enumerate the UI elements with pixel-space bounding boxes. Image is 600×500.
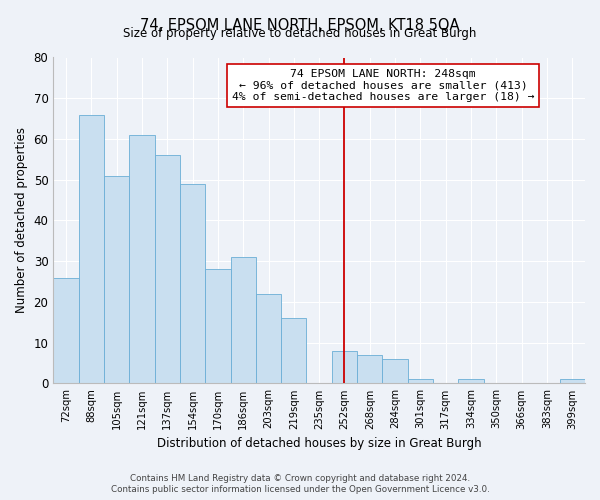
X-axis label: Distribution of detached houses by size in Great Burgh: Distribution of detached houses by size … [157, 437, 481, 450]
Bar [357, 355, 382, 384]
Bar [104, 176, 129, 384]
Bar [560, 380, 585, 384]
Text: 74, EPSOM LANE NORTH, EPSOM, KT18 5QA: 74, EPSOM LANE NORTH, EPSOM, KT18 5QA [140, 18, 460, 32]
Bar [230, 257, 256, 384]
Bar [332, 351, 357, 384]
Bar [382, 359, 408, 384]
Bar [129, 135, 155, 384]
Text: Size of property relative to detached houses in Great Burgh: Size of property relative to detached ho… [124, 28, 476, 40]
Text: 74 EPSOM LANE NORTH: 248sqm
← 96% of detached houses are smaller (413)
4% of sem: 74 EPSOM LANE NORTH: 248sqm ← 96% of det… [232, 69, 534, 102]
Bar [408, 380, 433, 384]
Text: Contains HM Land Registry data © Crown copyright and database right 2024.
Contai: Contains HM Land Registry data © Crown c… [110, 474, 490, 494]
Bar [458, 380, 484, 384]
Bar [180, 184, 205, 384]
Bar [256, 294, 281, 384]
Bar [205, 270, 230, 384]
Y-axis label: Number of detached properties: Number of detached properties [15, 128, 28, 314]
Bar [79, 114, 104, 384]
Bar [281, 318, 307, 384]
Bar [53, 278, 79, 384]
Bar [155, 156, 180, 384]
